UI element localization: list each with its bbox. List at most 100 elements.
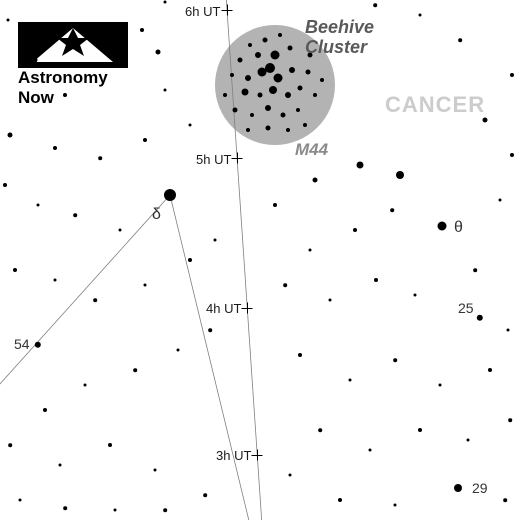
field-star — [8, 443, 12, 447]
field-star — [338, 498, 342, 502]
field-star — [467, 439, 470, 442]
cluster-star — [274, 74, 283, 83]
cluster-star — [255, 52, 261, 58]
trajectory-tick — [222, 5, 233, 16]
tick-label: 5h UT — [196, 152, 231, 167]
cluster-star — [320, 78, 324, 82]
star-label: 25 — [458, 300, 474, 316]
field-star — [37, 204, 40, 207]
field-star — [390, 208, 394, 212]
field-star — [43, 408, 47, 412]
field-star — [93, 298, 97, 302]
field-star — [114, 509, 117, 512]
named-star — [438, 222, 447, 231]
field-star — [164, 1, 167, 4]
field-star — [510, 73, 514, 77]
cluster-star — [313, 93, 317, 97]
cluster-star — [278, 33, 282, 37]
cluster-star — [233, 108, 238, 113]
cluster-star — [248, 43, 252, 47]
cluster-star — [269, 86, 277, 94]
field-star — [488, 368, 492, 372]
field-star — [394, 504, 397, 507]
cluster-star — [242, 89, 249, 96]
cluster-star — [306, 70, 311, 75]
field-star — [13, 268, 17, 272]
field-star — [208, 328, 212, 332]
field-star — [283, 283, 287, 287]
named-star — [454, 484, 462, 492]
cluster-star — [281, 113, 286, 118]
field-star — [510, 153, 514, 157]
tick-label: 6h UT — [185, 4, 220, 19]
field-star — [59, 464, 62, 467]
cluster-star — [266, 126, 271, 131]
field-star — [483, 118, 488, 123]
logo-text-1: Astronomy — [18, 68, 128, 88]
trajectory-tick — [252, 450, 263, 461]
field-star — [473, 268, 477, 272]
field-star — [369, 449, 372, 452]
cluster-star — [265, 63, 275, 73]
cluster-star — [271, 51, 280, 60]
field-star — [19, 499, 22, 502]
field-star — [508, 418, 512, 422]
cluster-star — [246, 128, 250, 132]
cluster-star — [245, 75, 251, 81]
field-star — [309, 249, 312, 252]
beehive-cluster-circle — [215, 25, 335, 145]
trajectory-tick — [242, 303, 253, 314]
star-label: θ — [454, 219, 463, 237]
field-star — [357, 162, 364, 169]
field-star — [8, 133, 13, 138]
field-star — [144, 284, 147, 287]
field-star — [177, 349, 180, 352]
cluster-star — [263, 38, 268, 43]
field-star — [349, 379, 352, 382]
field-star — [396, 171, 404, 179]
cluster-star — [238, 58, 243, 63]
cluster-star — [258, 93, 263, 98]
field-star — [54, 279, 57, 282]
field-star — [156, 50, 161, 55]
field-star — [418, 428, 422, 432]
cluster-star — [289, 67, 295, 73]
constellation-name: CANCER — [385, 92, 485, 118]
field-star — [73, 213, 77, 217]
astronomy-now-logo: Astronomy Now — [18, 22, 128, 108]
cluster-star — [250, 113, 254, 117]
field-star — [203, 493, 207, 497]
field-star — [189, 124, 192, 127]
star-label: 54 — [14, 336, 30, 352]
field-star — [33, 58, 38, 63]
field-star — [133, 368, 137, 372]
field-star — [188, 258, 192, 262]
named-star — [477, 315, 483, 321]
field-star — [419, 14, 422, 17]
field-star — [318, 428, 322, 432]
named-star — [35, 342, 41, 348]
cluster-star — [285, 92, 291, 98]
field-star — [119, 229, 122, 232]
field-star — [53, 146, 57, 150]
field-star — [273, 203, 277, 207]
field-star — [353, 228, 357, 232]
cluster-designation: M44 — [295, 140, 328, 160]
field-star — [98, 156, 102, 160]
field-star — [163, 508, 167, 512]
cluster-star — [230, 73, 234, 77]
tick-label: 4h UT — [206, 301, 241, 316]
cluster-star — [265, 105, 271, 111]
tick-label: 3h UT — [216, 448, 251, 463]
field-star — [414, 294, 417, 297]
field-star — [140, 28, 144, 32]
cluster-star — [223, 93, 227, 97]
trajectory-tick — [232, 153, 243, 164]
field-star — [3, 183, 7, 187]
field-star — [63, 506, 67, 510]
field-star — [164, 89, 167, 92]
field-star — [108, 443, 112, 447]
cluster-star — [286, 128, 290, 132]
field-star — [298, 353, 302, 357]
cluster-star — [296, 108, 300, 112]
